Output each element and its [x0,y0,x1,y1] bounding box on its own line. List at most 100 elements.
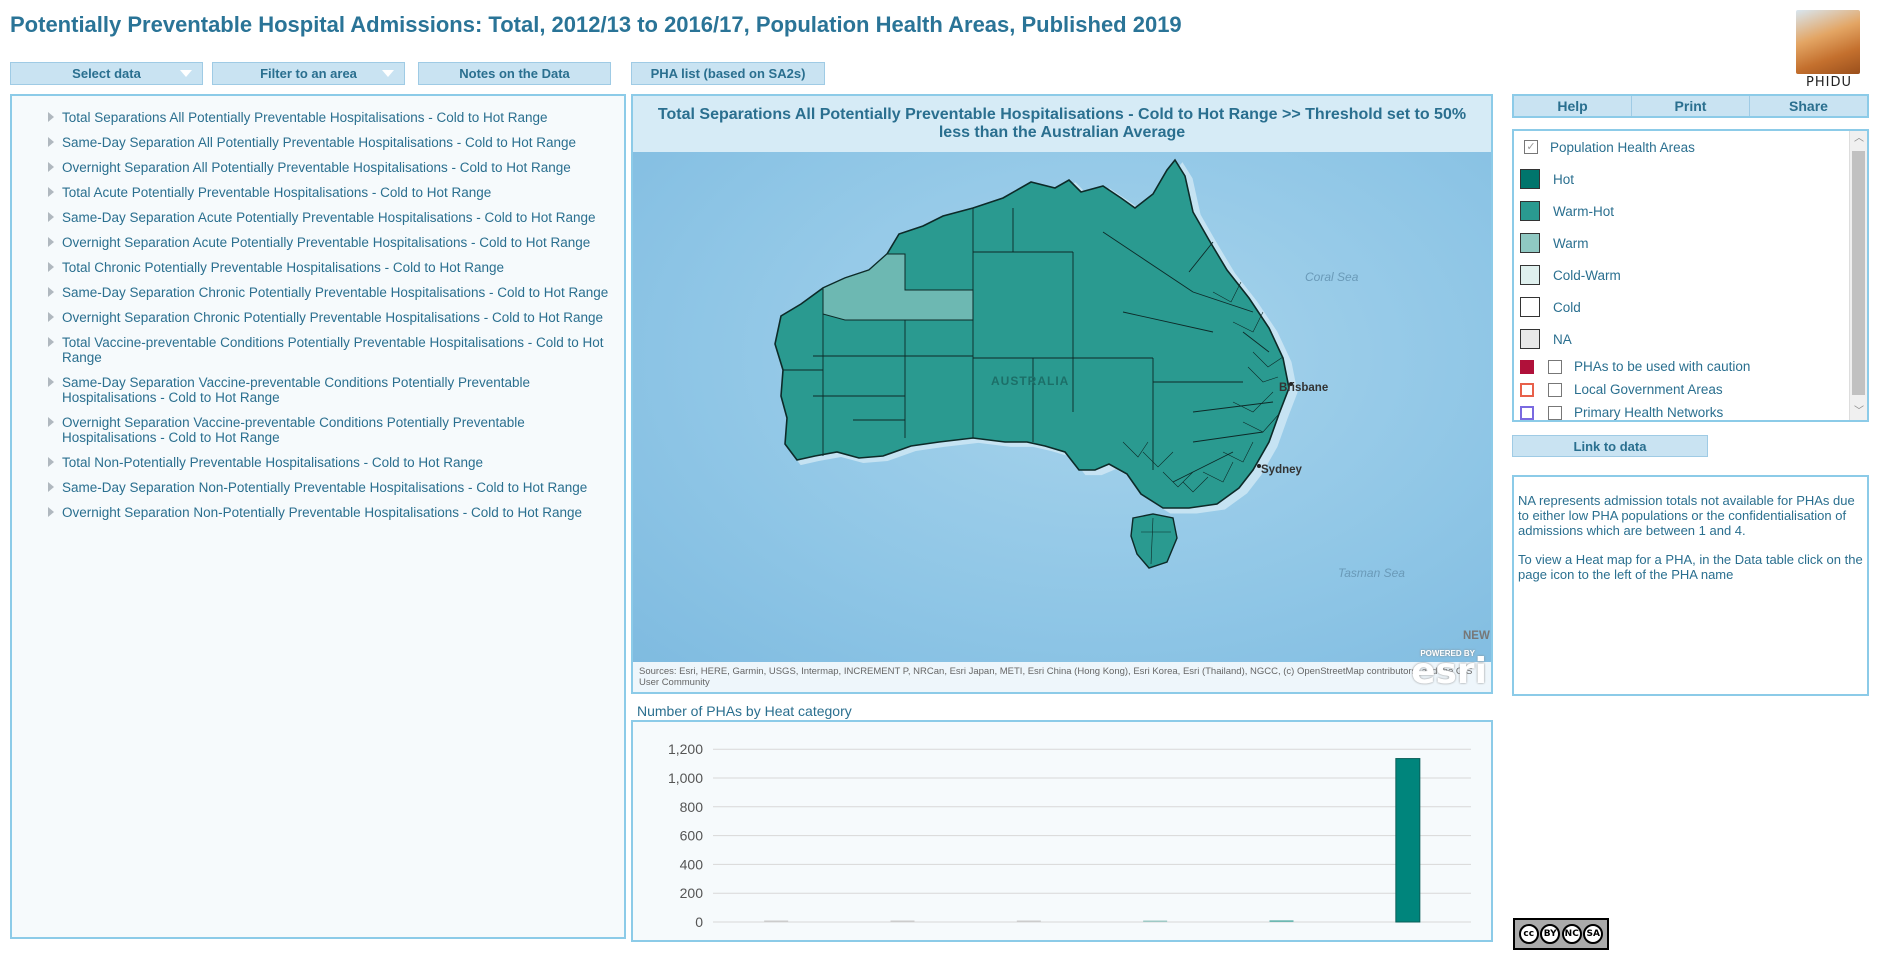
expand-arrow-icon[interactable] [48,377,54,387]
australia-map[interactable] [633,152,1491,662]
expand-arrow-icon[interactable] [48,187,54,197]
tree-item[interactable]: Same-Day Separation Non-Potentially Prev… [22,480,612,495]
chart-bar-warm[interactable] [1143,920,1168,923]
cc-icon: cc [1518,924,1539,944]
chart-bar-na[interactable] [764,920,789,923]
expand-arrow-icon[interactable] [48,237,54,247]
expand-arrow-icon[interactable] [48,162,54,172]
legend-item: Warm-Hot [1514,195,1848,227]
tasmania-region[interactable] [1130,513,1178,569]
expand-arrow-icon[interactable] [48,507,54,517]
layer-toggle-row[interactable]: PHAs to be used with caution [1514,355,1848,378]
scroll-down-icon[interactable]: ﹀ [1854,406,1864,417]
coral-sea-label: Coral Sea [1305,270,1359,284]
tree-item[interactable]: Total Separations All Potentially Preven… [22,110,612,125]
map-canvas[interactable]: Coral Sea Tasman Sea AUSTRALIA Brisbane … [633,152,1491,662]
tree-item-label: Same-Day Separation Non-Potentially Prev… [62,480,588,495]
legend-swatch [1520,169,1540,189]
chevron-down-icon [180,70,192,77]
tree-item-label: Total Non-Potentially Preventable Hospit… [62,455,483,470]
tree-item[interactable]: Same-Day Separation Chronic Potentially … [22,285,612,300]
tree-item-label: Same-Day Separation Chronic Potentially … [62,285,609,300]
tree-item[interactable]: Same-Day Separation Vaccine-preventable … [22,375,612,405]
legend-list: ✓ Population Health Areas Hot Warm-Hot War… [1514,131,1848,420]
tree-item[interactable]: Overnight Separation Acute Potentially P… [22,235,612,250]
legend-label: NA [1553,331,1572,347]
notes-paragraph-heatmap: To view a Heat map for a PHA, in the Dat… [1518,552,1863,582]
expand-arrow-icon[interactable] [48,262,54,272]
tree-item[interactable]: Same-Day Separation All Potentially Prev… [22,135,612,150]
y-tick-label: 0 [695,914,703,930]
tab-help[interactable]: Help [1514,96,1632,116]
expand-arrow-icon[interactable] [48,312,54,322]
scroll-up-icon[interactable]: ︿ [1854,133,1864,144]
layer-toggle-row[interactable]: Primary Health Networks [1514,401,1848,420]
expand-arrow-icon[interactable] [48,337,54,347]
right-tabbar: Help Print Share [1512,94,1869,118]
tree-item-label: Overnight Separation Acute Potentially P… [62,235,591,250]
tree-item-label: Total Chronic Potentially Preventable Ho… [62,260,504,275]
expand-arrow-icon[interactable] [48,287,54,297]
mainland-region[interactable] [774,158,1290,509]
layer-label: Primary Health Networks [1574,405,1724,420]
logo-text: PHIDU [1806,75,1852,90]
y-tick-label: 1,000 [668,770,703,786]
scroll-thumb[interactable] [1852,151,1865,395]
layer-label: PHAs to be used with caution [1574,359,1751,374]
chart-bar-cold[interactable] [890,920,915,923]
notes-button[interactable]: Notes on the Data [418,62,611,85]
expand-arrow-icon[interactable] [48,112,54,122]
expand-arrow-icon[interactable] [48,482,54,492]
tab-share[interactable]: Share [1789,98,1828,114]
chart-bar-warm-hot[interactable] [1269,920,1294,922]
checkbox-checked-icon[interactable]: ✓ [1524,140,1538,154]
tree-item[interactable]: Overnight Separation Vaccine-preventable… [22,415,612,445]
chart-panel: 0 200 400 600 800 1,000 1,200 [631,720,1493,942]
legend-layer-title[interactable]: ✓ Population Health Areas [1514,131,1848,163]
chart-bar-hot[interactable] [1395,758,1421,923]
tree-item[interactable]: Total Vaccine-preventable Conditions Pot… [22,335,612,365]
expand-arrow-icon[interactable] [48,457,54,467]
logo-image [1796,10,1860,74]
notes-panel: NA represents admission totals not avail… [1512,475,1869,696]
layer-title-label: Population Health Areas [1550,139,1695,155]
link-to-data-button[interactable]: Link to data [1512,435,1708,457]
tree-item[interactable]: Overnight Separation Chronic Potentially… [22,310,612,325]
nc-icon: NC [1561,924,1582,944]
legend-label: Cold [1553,299,1581,315]
filter-area-button[interactable]: Filter to an area [212,62,405,85]
tree-item[interactable]: Same-Day Separation Acute Potentially Pr… [22,210,612,225]
layer-checkbox[interactable] [1548,359,1562,374]
layer-toggle-row[interactable]: Local Government Areas [1514,378,1848,401]
tree-item[interactable]: Total Non-Potentially Preventable Hospit… [22,455,612,470]
expand-arrow-icon[interactable] [48,417,54,427]
layer-color-swatch [1520,382,1534,397]
legend-item: NA [1514,323,1848,355]
pha-list-button[interactable]: PHA list (based on SA2s) [631,62,825,85]
tree-item-label: Same-Day Separation All Potentially Prev… [62,135,577,150]
legend-item: Cold-Warm [1514,259,1848,291]
notes-paragraph-na: NA represents admission totals not avail… [1518,493,1855,538]
select-data-button[interactable]: Select data [10,62,203,85]
legend-scrollbar[interactable]: ︿ ﹀ [1849,131,1867,420]
tree-item[interactable]: Total Acute Potentially Preventable Hosp… [22,185,612,200]
tab-print[interactable]: Print [1632,96,1750,116]
tree-item[interactable]: Total Chronic Potentially Preventable Ho… [22,260,612,275]
legend-swatch [1520,265,1540,285]
sydney-label: Sydney [1261,464,1302,476]
expand-arrow-icon[interactable] [48,137,54,147]
tree-item-label: Total Vaccine-preventable Conditions Pot… [62,335,604,365]
legend-label: Cold-Warm [1553,267,1621,283]
layer-checkbox[interactable] [1548,382,1562,397]
chart-bar-cold-warm[interactable] [1016,920,1041,923]
tree-item[interactable]: Overnight Separation All Potentially Pre… [22,160,612,175]
tree-item[interactable]: Overnight Separation Non-Potentially Pre… [22,505,612,520]
tree-item-label: Overnight Separation All Potentially Pre… [62,160,571,175]
layer-checkbox[interactable] [1548,405,1562,420]
tasmania-border [1150,517,1154,565]
sa-icon: SA [1583,924,1604,944]
expand-arrow-icon[interactable] [48,212,54,222]
new-label: NEW [1463,630,1490,642]
dense-borders [1122,281,1284,493]
cc-license-badge[interactable]: cc BY NC SA [1513,918,1609,950]
